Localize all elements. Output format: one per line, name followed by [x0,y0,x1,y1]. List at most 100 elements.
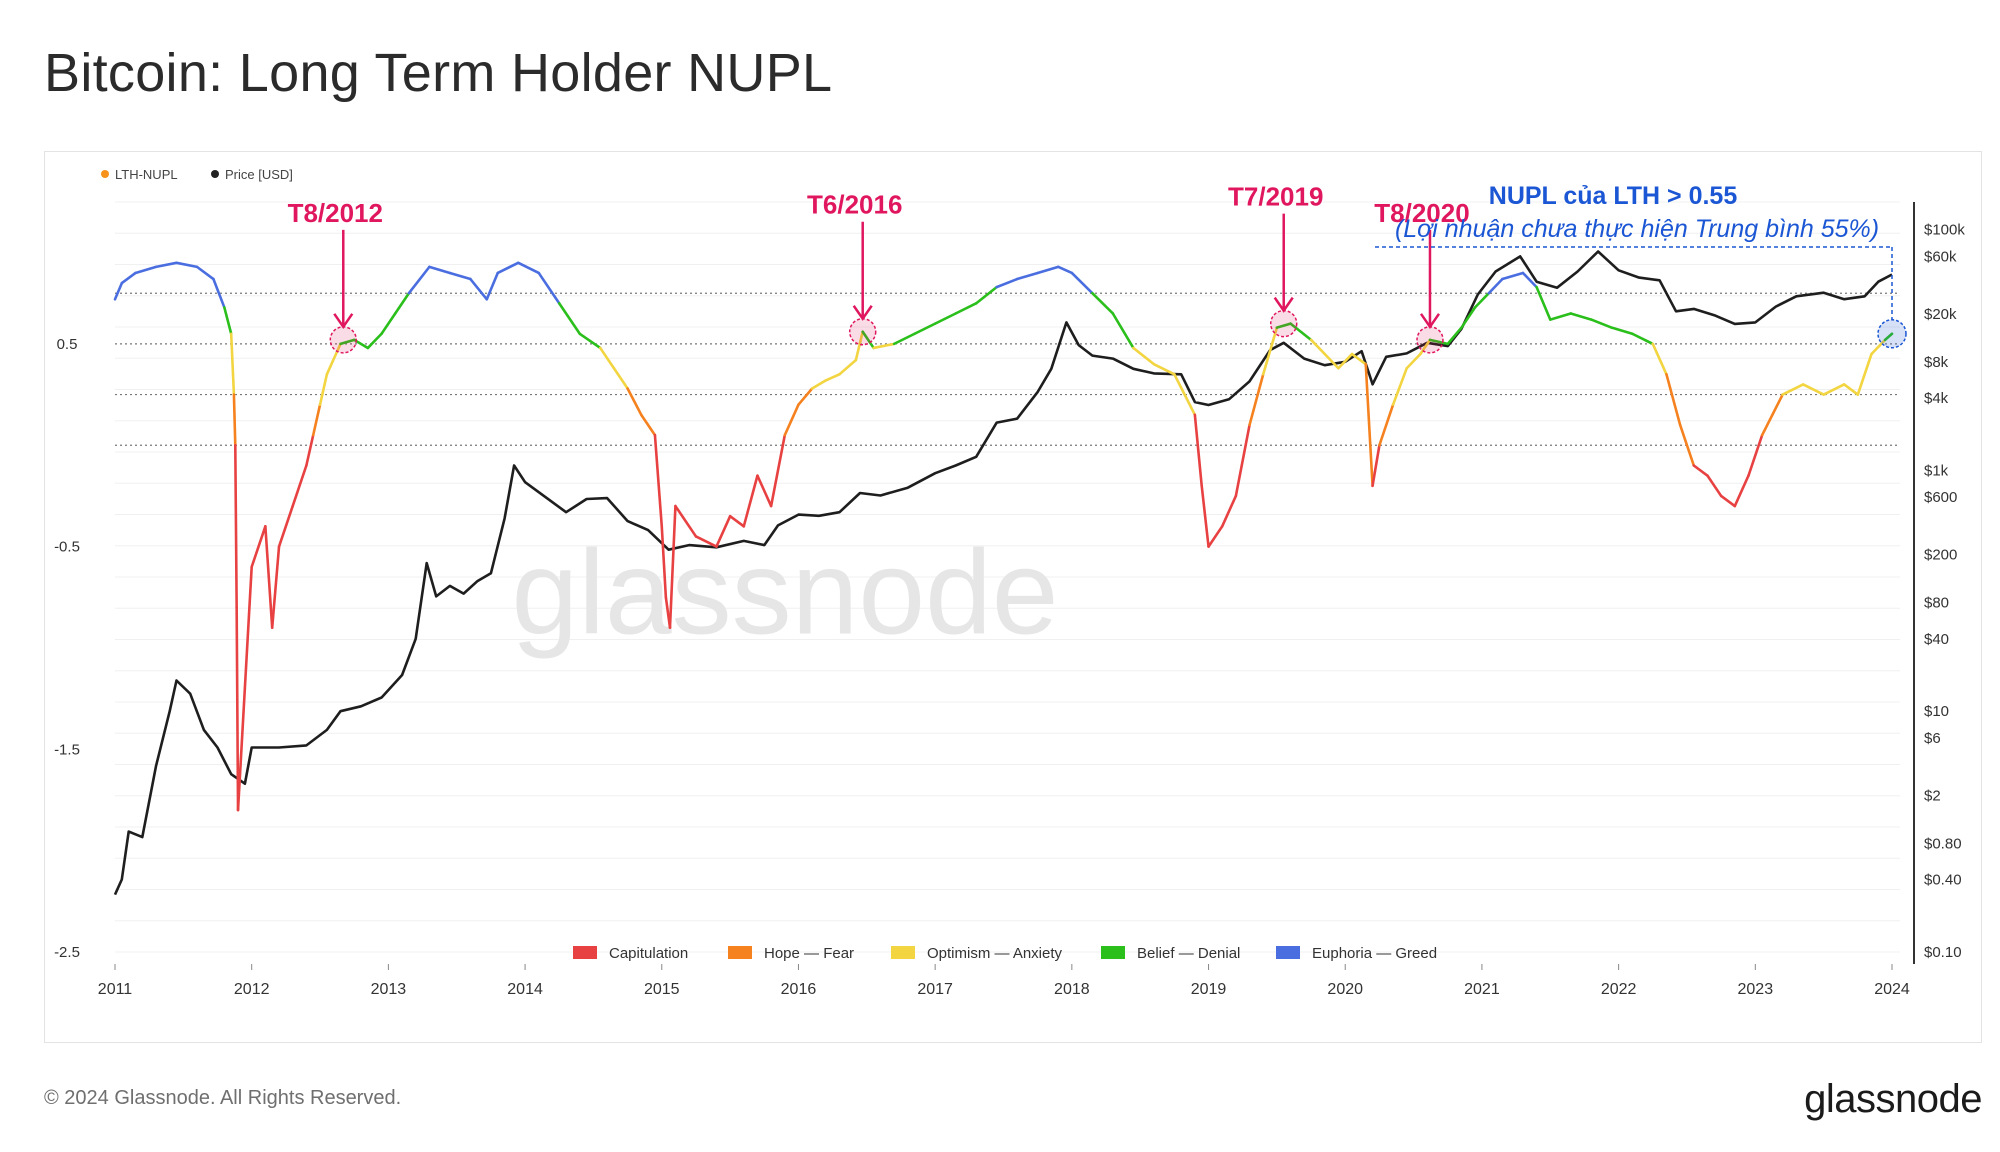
lth-nupl-segment [824,372,841,382]
lth-nupl-segment [380,312,397,336]
annotation-highlight-circle [329,326,358,354]
x-tick-label: 2016 [781,981,817,998]
lth-nupl-segment [1856,352,1873,396]
callout-line2: (Lợi nhuận chưa thực hiện Trung bình 55%… [1395,215,1879,243]
annotation-highlight-circle [848,317,877,346]
y-right-tick-label: $1k [1924,462,1949,479]
annotation-label: T8/2012 [288,198,383,228]
lth-nupl-segment [1665,372,1682,427]
lth-nupl-segment [496,261,520,275]
lth-nupl-segment [229,332,236,396]
lth-nupl-segment [1719,494,1737,508]
lth-nupl-segment [1460,306,1477,329]
lth-nupl-segment [243,565,253,690]
lth-nupl-segment [1473,291,1491,309]
lth-nupl-segment [1692,464,1709,477]
lth-nupl-series [113,261,1894,812]
lth-nupl-segment [1521,271,1538,289]
y-right-tick-label: $0.10 [1924,944,1962,961]
y-left-tick-label: -2.5 [54,944,80,961]
chart-panel: glassnode 2011 2012 2013 2014 2015 2016 2017 20… [44,151,1982,1043]
lth-nupl-segment [1610,326,1634,336]
lth-nupl-segment [212,277,226,309]
lth-nupl-segment [1261,326,1279,376]
lth-nupl-segment [557,302,582,336]
lth-nupl-segment [1801,383,1825,396]
x-tick-label: 2012 [234,981,270,998]
x-tick-label: 2014 [507,981,543,998]
legend-bottom-label: Belief — Denial [1137,945,1240,962]
x-tick-label: 2024 [1874,981,1910,998]
lth-nupl-segment [1234,423,1251,498]
x-tick-label: 2023 [1738,981,1774,998]
lth-nupl-segment [674,504,698,538]
lth-nupl-segment [232,393,237,447]
lth-nupl-segment [1371,443,1381,488]
y-left-tick-label: -0.5 [54,539,80,556]
lth-nupl-segment [1378,403,1395,447]
y-right-tick-label: $600 [1924,489,1957,506]
lth-nupl-segment [861,330,875,350]
y-right-tick-label: $200 [1924,547,1957,564]
y-right-tick-label: $40 [1924,631,1949,648]
annotation-highlight-circle [1269,309,1298,338]
callout-line1: NUPL của LTH > 0.55 [1489,182,1738,210]
lth-nupl-segment [339,338,356,346]
lth-nupl-segment [1220,494,1238,528]
lth-nupl-segment [598,346,616,370]
legend-top-marker [211,170,219,178]
lth-nupl-segment [974,285,998,305]
lth-nupl-segment [1870,338,1887,356]
legend-bottom-label: Capitulation [609,945,688,962]
legend-top: LTH-NUPL Price [USD] [101,167,293,182]
lth-nupl-segment [756,474,773,508]
lth-nupl-segment [838,358,858,376]
lth-nupl-segment [1289,322,1313,342]
lth-nupl-segment [1589,318,1614,329]
lth-nupl-segment [175,261,199,269]
lth-nupl-segment [1152,362,1176,376]
x-tick-label: 2022 [1601,981,1637,998]
lth-nupl-segment [1200,484,1210,548]
annotation-label: T8/2020 [1374,198,1469,228]
y-left-tick-label: -1.5 [54,741,80,758]
lth-nupl-segment [154,261,178,269]
legend-bottom: Capitulation Hope — Fear Optimism — Anxiet… [573,945,1437,962]
lth-nupl-segment [1350,352,1368,366]
y-right-tick-label: $20k [1924,306,1957,323]
lth-nupl-segment [1487,277,1504,295]
grid [115,201,1900,953]
lth-nupl-segment [325,342,342,376]
legend-bottom-swatch [1101,946,1125,959]
x-tick-label: 2017 [917,981,953,998]
lth-nupl-segment [668,504,677,629]
lth-nupl-segment [1207,525,1224,548]
lth-nupl-segment [1781,383,1805,396]
lth-nupl-segment [653,433,664,528]
x-tick-label: 2013 [371,981,407,998]
y-right-tick-label: $4k [1924,390,1949,407]
y-right-tick-label: $80 [1924,595,1949,612]
legend-bottom-swatch [1276,946,1300,959]
y-right-tick-label: $6 [1924,730,1941,747]
lth-nupl-segment [742,474,759,528]
annotation-label: T6/2016 [807,190,902,220]
lth-nupl-segment [516,261,541,275]
lth-nupl-segment [264,525,274,629]
lth-nupl-segment [715,514,732,548]
x-tick-label: 2020 [1327,981,1363,998]
legend-bottom-swatch [891,946,915,959]
lth-nupl-segment [311,403,322,437]
lth-nupl-segment [428,265,452,275]
lth-nupl-segment [1842,383,1860,396]
lth-nupl-segment [1419,338,1432,356]
lth-nupl-segment [485,271,500,301]
lth-nupl-segment [1446,326,1463,346]
lth-nupl-segment [366,332,383,350]
lth-nupl-segment [270,545,281,629]
y-right-tick-label: $10 [1924,703,1949,720]
lth-nupl-segment [1015,271,1039,281]
lth-nupl-segment [1733,474,1750,508]
legend-top-label: Price [USD] [225,167,293,182]
x-tick-label: 2018 [1054,981,1090,998]
